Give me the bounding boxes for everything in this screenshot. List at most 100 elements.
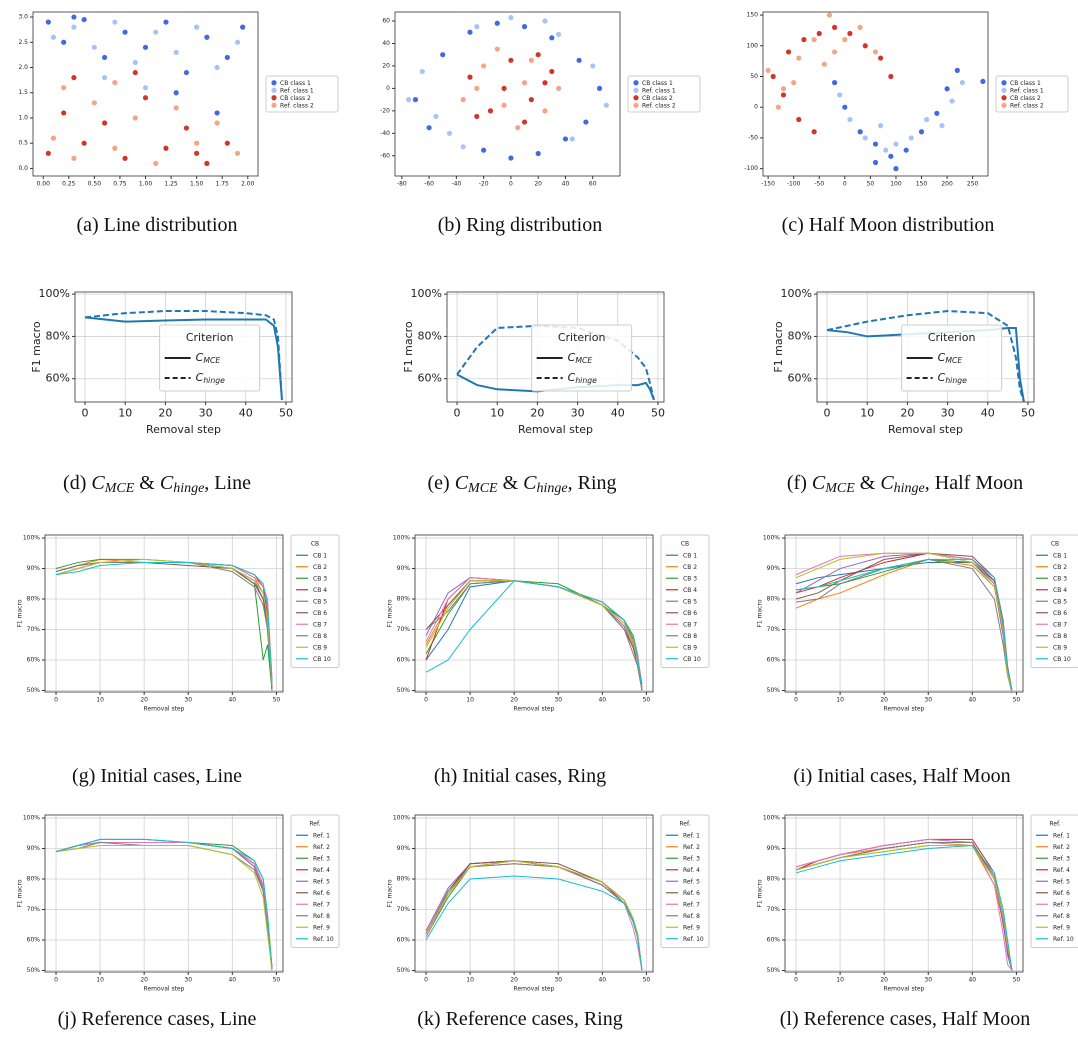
chart: 0.00 0.25 0.50 0.75 1.00 1.25 1.50 1.75 2.00 0.0 0… <box>18 11 339 236</box>
legend-name-sub: hinge <box>945 376 967 385</box>
line-series <box>55 838 273 968</box>
scatter-point <box>71 155 77 161</box>
legend-name: Ref. 4 <box>313 866 330 873</box>
line-series <box>795 552 1013 691</box>
scatter-point <box>50 34 57 40</box>
scatter-point <box>821 61 827 67</box>
y-axis-label: F1 macro <box>30 321 43 373</box>
y-tick-label: 70% <box>397 906 411 913</box>
legend-name: CB 10 <box>1053 655 1071 662</box>
chart: 0 10 20 30 40 50 50% 60% 70% 80% 90% 100% Removal st… <box>757 814 1078 1030</box>
scatter-point <box>132 59 138 66</box>
caption-part: (j) Reference cases, Line <box>58 1008 257 1030</box>
legend-label: Ref. class 1 <box>642 87 676 94</box>
y-tick-label: 60% <box>767 656 781 663</box>
chart: 0 10 20 30 40 50 50% 60% 70% 80% 90% 100% Removal st… <box>17 534 340 787</box>
x-tick-label: 10 <box>860 407 874 420</box>
scatter-point <box>816 30 822 37</box>
scatter-point <box>494 20 500 26</box>
caption-part: & <box>855 472 881 494</box>
legend-marker <box>1001 102 1007 108</box>
scatter-point <box>214 64 220 71</box>
plot-frame <box>414 814 654 973</box>
legend-name: CB class 2 <box>1010 94 1041 101</box>
x-tick-label: 40 <box>228 697 236 704</box>
chart: 0 10 20 30 40 50 60% 80% 100% Removal step F1 macr… <box>402 287 665 496</box>
caption-part: (e) <box>427 472 454 494</box>
scatter-point <box>872 141 879 147</box>
scatter-point <box>528 97 534 103</box>
legend-title: Ref. <box>679 820 690 827</box>
plot-frame <box>762 11 989 177</box>
x-tick-label: -80 <box>397 181 407 188</box>
legend-name: Ref. 6 <box>1053 889 1070 896</box>
x-tick-label: 40 <box>968 977 976 984</box>
legend-name: CB 4 <box>683 586 697 593</box>
legend-box <box>627 75 701 113</box>
x-tick-label: -150 <box>761 181 775 188</box>
x-tick-label: 10 <box>96 977 104 984</box>
scatter-point <box>542 18 548 24</box>
scatter-point <box>460 144 466 150</box>
legend-name: CB 4 <box>1053 586 1067 593</box>
line-series <box>55 561 273 682</box>
x-tick-label: 50 <box>643 977 651 984</box>
scatter-point <box>173 105 179 111</box>
y-tick-label: 70% <box>27 906 41 913</box>
legend-marker <box>1001 95 1007 101</box>
caption: (l) Reference cases, Half Moon <box>780 1008 1030 1030</box>
y-axis-label: F1 macro <box>17 599 24 627</box>
legend-marker <box>271 95 277 101</box>
scatter-point <box>521 24 528 30</box>
legend-label: CB 6 <box>683 609 697 616</box>
scatter-point <box>122 155 128 161</box>
line-series <box>425 875 643 971</box>
caption-part: , Ring <box>568 472 617 494</box>
scatter-point <box>101 75 108 81</box>
x-tick-label: 0 <box>82 407 89 420</box>
scatter-point <box>831 24 838 30</box>
x-tick-label: 20 <box>140 697 148 704</box>
scatter-point <box>467 74 473 80</box>
caption-part: MCE <box>824 481 855 496</box>
legend-name: CB 10 <box>683 655 701 662</box>
legend-name: Ref. 6 <box>313 889 330 896</box>
x-tick-label: 20 <box>880 697 888 704</box>
scatter-point <box>194 24 200 30</box>
caption-part: (g) Initial cases, Line <box>72 765 242 787</box>
y-tick-label: 80% <box>397 876 411 883</box>
legend-label: CB 7 <box>683 621 697 628</box>
scatter-point <box>153 29 159 35</box>
legend-name: Ref. 7 <box>313 901 330 908</box>
legend-box <box>660 814 710 948</box>
line-series <box>55 558 273 685</box>
legend-label: CB 8 <box>1053 632 1067 639</box>
x-tick-label: -60 <box>424 181 434 188</box>
scatter-point <box>71 75 77 81</box>
caption: (g) Initial cases, Line <box>72 765 242 787</box>
x-tick-label: 0.50 <box>88 181 102 188</box>
scatter-point <box>908 135 914 141</box>
line-series <box>425 580 643 688</box>
legend-label: Chinge <box>196 371 225 385</box>
x-tick-label: 10 <box>96 697 104 704</box>
scatter-point <box>474 85 480 91</box>
scatter-point <box>521 119 528 125</box>
y-tick-label: 50% <box>397 687 411 694</box>
scatter-point <box>112 19 118 25</box>
x-tick-label: 0 <box>54 977 58 984</box>
x-axis-label: Removal step <box>884 986 925 993</box>
y-tick-label: 50% <box>397 967 411 974</box>
legend-name: Ref. class 1 <box>642 87 676 94</box>
caption-part: C <box>812 472 826 494</box>
x-tick-label: 50 <box>273 977 281 984</box>
legend-label: Ref. 5 <box>683 878 700 885</box>
scatter-point <box>801 37 807 43</box>
scatter-point <box>173 49 179 55</box>
line-series <box>795 552 1013 694</box>
legend-marker <box>633 80 639 86</box>
y-tick-label: 50 <box>750 73 758 80</box>
scatter-point <box>590 63 596 69</box>
x-tick-label: 20 <box>880 977 888 984</box>
